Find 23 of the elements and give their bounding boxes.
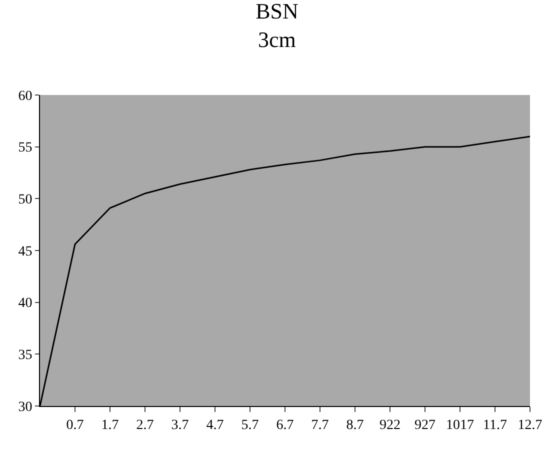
y-tick-label: 45 — [18, 244, 32, 260]
x-tick-label: 11.7 — [483, 418, 507, 433]
x-tick-label: 5.7 — [241, 418, 259, 433]
y-tick-label: 35 — [18, 348, 32, 364]
y-tick-label: 60 — [18, 88, 32, 104]
y-tick-label: 50 — [18, 192, 32, 208]
chart-subtitle: 3cm — [258, 26, 296, 52]
x-tick-label: 2.7 — [136, 418, 154, 433]
x-tick-label: 0.7 — [66, 418, 84, 433]
x-tick-label: 927 — [414, 418, 436, 433]
x-tick-label: 4.7 — [206, 418, 224, 433]
y-tick-label: 40 — [18, 296, 32, 312]
x-tick-label: 6.7 — [276, 418, 294, 433]
chart-title: BSN — [256, 0, 299, 24]
y-tick-label: 55 — [18, 140, 32, 156]
x-tick-label: 3.7 — [171, 418, 189, 433]
x-tick-label: 8.7 — [346, 418, 364, 433]
x-tick-label: 12.7 — [518, 418, 542, 433]
x-tick-label: 1017 — [446, 418, 474, 433]
x-tick-label: 7.7 — [311, 418, 329, 433]
x-tick-label: 922 — [380, 418, 400, 433]
y-tick-label: 30 — [18, 400, 32, 415]
x-tick-label: 1.7 — [101, 418, 119, 433]
